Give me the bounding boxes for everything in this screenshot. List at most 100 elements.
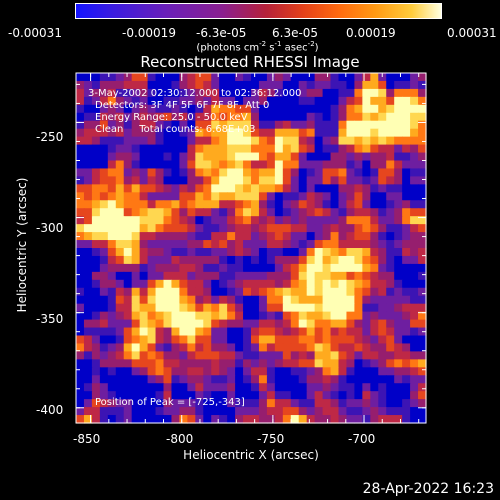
heatmap-cell xyxy=(354,200,363,209)
heatmap-cell xyxy=(378,88,387,98)
heatmap-cell xyxy=(99,104,109,114)
heatmap-cell xyxy=(99,152,109,162)
heatmap-cell xyxy=(123,271,133,281)
heatmap-cell xyxy=(338,383,348,392)
heatmap-cell xyxy=(378,295,387,305)
heatmap-cell xyxy=(338,136,348,146)
heatmap-cell xyxy=(83,152,93,162)
heatmap-cell xyxy=(354,184,363,193)
heatmap-cell xyxy=(306,248,316,257)
heatmap-cell xyxy=(187,343,196,353)
heatmap-cell xyxy=(394,271,403,281)
heatmap-cell xyxy=(330,271,340,281)
heatmap-cell xyxy=(99,73,109,82)
heatmap-cell xyxy=(346,295,356,305)
heatmap-cell xyxy=(410,311,419,321)
heatmap-cell xyxy=(179,271,188,281)
heatmap-cell xyxy=(418,383,427,392)
heatmap-cell xyxy=(338,128,348,138)
heatmap-cell xyxy=(282,112,292,122)
heatmap-cell xyxy=(258,295,268,305)
heatmap-cell xyxy=(298,391,308,400)
heatmap-cell xyxy=(298,160,308,170)
heatmap-cell xyxy=(378,224,387,233)
heatmap-cell xyxy=(83,303,93,313)
heatmap-cell xyxy=(314,176,324,185)
heatmap-cell xyxy=(131,367,141,376)
heatmap-cell xyxy=(99,216,109,225)
heatmap-cell xyxy=(147,160,157,170)
heatmap-cell xyxy=(107,383,117,392)
heatmap-cell xyxy=(266,287,276,297)
heatmap-cell xyxy=(346,407,356,416)
heatmap-cell xyxy=(219,152,228,162)
heatmap-cell xyxy=(330,152,340,162)
heatmap-cell xyxy=(402,327,411,337)
heatmap-cell xyxy=(274,415,284,424)
heatmap-cell xyxy=(402,200,411,209)
heatmap-cell xyxy=(91,295,101,305)
heatmap-cell xyxy=(171,263,181,273)
heatmap-cell xyxy=(227,240,236,249)
heatmap-cell xyxy=(322,168,332,178)
heatmap-cell xyxy=(282,359,292,368)
heatmap-cell xyxy=(314,319,324,329)
heatmap-cell xyxy=(227,279,236,289)
heatmap-cell xyxy=(322,96,332,106)
heatmap-cell xyxy=(362,343,371,353)
heatmap-cell xyxy=(282,311,292,321)
heatmap-cell xyxy=(402,407,411,416)
heatmap-cell xyxy=(107,335,117,345)
heatmap-cell xyxy=(99,415,109,424)
heatmap-cell xyxy=(131,168,141,178)
heatmap-cell xyxy=(155,168,165,178)
x-tick-label: -800 xyxy=(166,432,194,446)
heatmap-cell xyxy=(243,367,252,376)
heatmap-cell xyxy=(394,383,403,392)
heatmap-cell xyxy=(370,407,379,416)
heatmap-cell xyxy=(314,96,324,106)
heatmap-cell xyxy=(219,192,228,201)
heatmap-cell xyxy=(266,319,276,329)
heatmap-cell xyxy=(139,240,149,249)
heatmap-cell xyxy=(378,287,387,297)
heatmap-cell xyxy=(258,255,268,265)
heatmap-cell xyxy=(362,383,371,392)
heatmap-cell xyxy=(322,303,332,313)
heatmap-cell xyxy=(187,415,196,424)
heatmap-cell xyxy=(107,351,117,360)
heatmap-cell xyxy=(251,200,260,209)
heatmap-cell xyxy=(227,168,236,178)
heatmap-cell xyxy=(274,407,284,416)
heatmap-cell xyxy=(386,287,395,297)
heatmap-cell xyxy=(322,295,332,305)
heatmap-cell xyxy=(171,248,181,257)
heatmap-cell xyxy=(131,200,141,209)
heatmap-cell xyxy=(314,375,324,384)
heatmap-cell xyxy=(115,279,125,289)
heatmap-cell xyxy=(306,335,316,345)
heatmap-cell xyxy=(243,359,252,368)
heatmap-cell xyxy=(370,287,379,297)
heatmap-cell xyxy=(171,192,181,201)
heatmap-cell xyxy=(227,80,236,90)
heatmap-cell xyxy=(354,335,363,345)
heatmap-cell xyxy=(131,343,141,353)
heatmap-cell xyxy=(282,160,292,170)
heatmap-cell xyxy=(354,367,363,376)
heatmap-cell xyxy=(131,319,141,329)
heatmap-cell xyxy=(171,295,181,305)
colorbar-tick-label: 6.3e-05 xyxy=(272,26,319,40)
heatmap-cell xyxy=(163,335,173,345)
heatmap-cell xyxy=(99,224,109,233)
heatmap-cell xyxy=(187,168,196,178)
heatmap-cell xyxy=(338,263,348,273)
heatmap-cell xyxy=(139,80,149,90)
heatmap-cell xyxy=(155,399,165,408)
heatmap-cell xyxy=(227,255,236,265)
heatmap-cell xyxy=(362,160,371,170)
heatmap-cell xyxy=(394,216,403,225)
heatmap-cell xyxy=(203,311,212,321)
heatmap-cell xyxy=(147,303,157,313)
heatmap-cell xyxy=(195,168,204,178)
